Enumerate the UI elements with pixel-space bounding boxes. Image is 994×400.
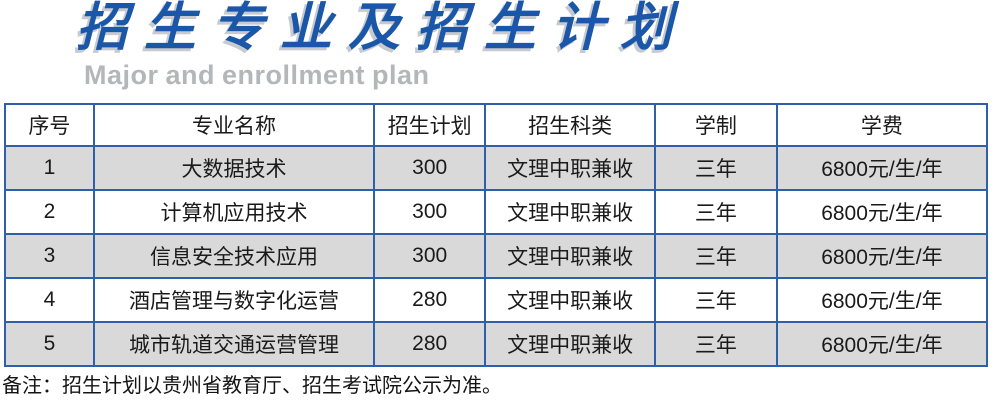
column-header-tuition: 学费 xyxy=(775,103,989,147)
cell-category: 文理中职兼收 xyxy=(484,189,657,235)
column-header-major: 专业名称 xyxy=(92,103,376,147)
page-subtitle: Major and enrollment plan xyxy=(84,60,430,90)
cell-major: 计算机应用技术 xyxy=(92,189,376,235)
cell-tuition: 6800元/生/年 xyxy=(775,233,989,279)
cell-tuition: 6800元/生/年 xyxy=(775,189,989,235)
cell-plan: 280 xyxy=(373,277,487,323)
column-header-no: 序号 xyxy=(4,103,95,147)
cell-duration: 三年 xyxy=(654,321,778,367)
cell-no: 3 xyxy=(4,233,95,279)
cell-tuition: 6800元/生/年 xyxy=(775,277,989,323)
column-header-category: 招生科类 xyxy=(484,103,657,147)
cell-no: 1 xyxy=(4,145,95,191)
table-row: 5 城市轨道交通运营管理 280 文理中职兼收 三年 6800元/生/年 xyxy=(4,321,989,367)
table-header-row: 序号 专业名称 招生计划 招生科类 学制 学费 xyxy=(4,103,989,147)
cell-plan: 300 xyxy=(373,145,487,191)
cell-tuition: 6800元/生/年 xyxy=(775,321,989,367)
cell-major: 酒店管理与数字化运营 xyxy=(92,277,376,323)
cell-duration: 三年 xyxy=(654,145,778,191)
cell-major: 大数据技术 xyxy=(92,145,376,191)
cell-duration: 三年 xyxy=(654,233,778,279)
cell-major: 信息安全技术应用 xyxy=(92,233,376,279)
remark-note: 备注：招生计划以贵州省教育厅、招生考试院公示为准。 xyxy=(2,375,502,397)
cell-category: 文理中职兼收 xyxy=(484,277,657,323)
cell-plan: 280 xyxy=(373,321,487,367)
cell-category: 文理中职兼收 xyxy=(484,145,657,191)
enrollment-plan-table: 序号 专业名称 招生计划 招生科类 学制 学费 1 大数据技术 300 文理中职… xyxy=(4,103,989,367)
cell-plan: 300 xyxy=(373,189,487,235)
table-row: 4 酒店管理与数字化运营 280 文理中职兼收 三年 6800元/生/年 xyxy=(4,277,989,323)
cell-no: 5 xyxy=(4,321,95,367)
cell-tuition: 6800元/生/年 xyxy=(775,145,989,191)
cell-category: 文理中职兼收 xyxy=(484,233,657,279)
page-title: 招生专业及招生计划 xyxy=(76,0,689,57)
table-row: 1 大数据技术 300 文理中职兼收 三年 6800元/生/年 xyxy=(4,145,989,191)
table-row: 3 信息安全技术应用 300 文理中职兼收 三年 6800元/生/年 xyxy=(4,233,989,279)
cell-duration: 三年 xyxy=(654,277,778,323)
table-row: 2 计算机应用技术 300 文理中职兼收 三年 6800元/生/年 xyxy=(4,189,989,235)
column-header-duration: 学制 xyxy=(654,103,778,147)
cell-duration: 三年 xyxy=(654,189,778,235)
cell-no: 4 xyxy=(4,277,95,323)
cell-plan: 300 xyxy=(373,233,487,279)
cell-category: 文理中职兼收 xyxy=(484,321,657,367)
cell-no: 2 xyxy=(4,189,95,235)
cell-major: 城市轨道交通运营管理 xyxy=(92,321,376,367)
column-header-plan: 招生计划 xyxy=(373,103,487,147)
